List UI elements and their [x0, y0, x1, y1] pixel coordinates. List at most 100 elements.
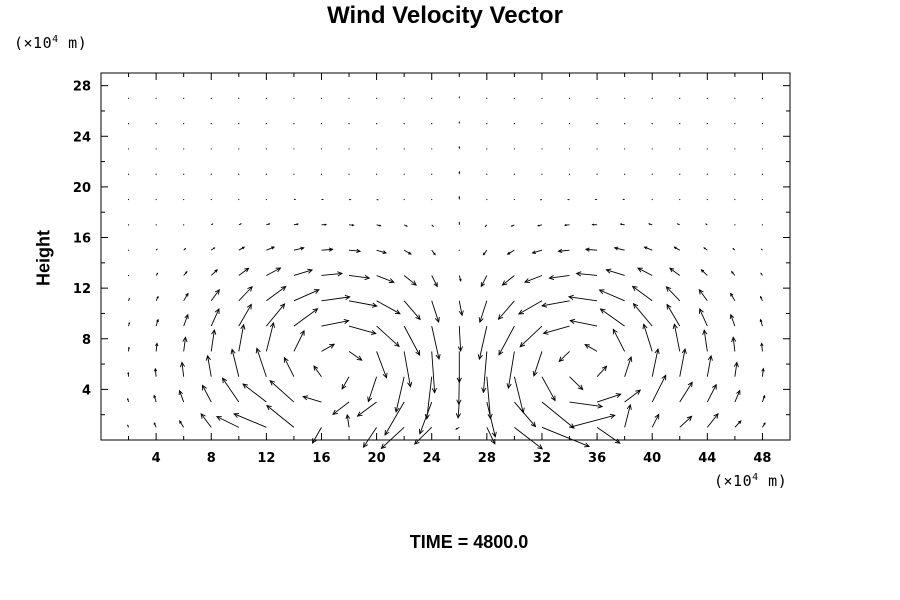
wind-vector: [569, 413, 616, 428]
wind-vector: [431, 326, 441, 361]
wind-vector: [458, 300, 464, 317]
wind-vector: [457, 326, 463, 353]
wind-vector: [484, 224, 488, 228]
vector-point: [679, 173, 681, 175]
vector-point: [651, 173, 653, 175]
wind-vector: [632, 302, 653, 327]
vector-point: [155, 198, 157, 201]
wind-vector: [293, 223, 299, 226]
wind-vector: [699, 307, 708, 327]
wind-vector: [321, 223, 328, 226]
x-tick-label: 48: [753, 451, 771, 466]
wind-vector: [178, 389, 185, 403]
vector-point: [761, 224, 764, 226]
vector-point: [376, 123, 378, 125]
vector-point: [651, 97, 653, 99]
wind-vector: [665, 286, 681, 302]
vector-point: [210, 97, 212, 99]
wind-vector: [731, 270, 736, 276]
wind-vector: [760, 248, 763, 251]
vector-point: [320, 173, 323, 175]
y-tick-label: 20: [73, 181, 91, 196]
wind-vector: [182, 336, 188, 352]
wind-vector: [341, 376, 350, 390]
wind-vector: [760, 295, 763, 301]
vector-point: [486, 148, 488, 150]
wind-vector: [598, 289, 625, 302]
vector-point: [513, 198, 516, 201]
vector-point: [596, 148, 598, 150]
vector-point: [265, 123, 267, 125]
wind-vector: [348, 248, 362, 253]
wind-vector: [183, 313, 189, 327]
wind-vector: [514, 426, 544, 450]
wind-vector: [332, 401, 350, 415]
wind-vector: [266, 267, 282, 276]
wind-vector: [362, 427, 377, 449]
wind-vector: [127, 371, 130, 377]
wind-vector: [403, 300, 421, 321]
y-tick-label: 16: [73, 232, 91, 247]
vector-point: [320, 97, 323, 99]
vector-point: [706, 198, 708, 201]
wind-vector: [672, 323, 681, 352]
vector-point: [734, 198, 736, 201]
vector-point: [486, 97, 488, 99]
wind-vector: [215, 416, 239, 428]
wind-vector: [356, 401, 377, 417]
wind-vector: [293, 268, 314, 276]
wind-vector: [345, 413, 351, 428]
wind-vector: [431, 300, 440, 324]
wind-vector: [569, 401, 604, 409]
wind-vector: [321, 271, 344, 277]
vector-point: [541, 123, 543, 125]
vector-point: [183, 224, 185, 226]
vector-point: [679, 148, 681, 150]
wind-vector: [183, 270, 188, 276]
vector-point: [183, 148, 185, 150]
x-axis-unit: (×104 m): [714, 472, 788, 490]
wind-vector: [456, 351, 462, 384]
vector-point: [568, 97, 571, 99]
vector-point: [761, 123, 764, 125]
wind-vector: [669, 267, 681, 276]
wind-vector: [760, 272, 763, 276]
vector-point: [238, 123, 240, 125]
vector-point: [624, 97, 626, 99]
wind-vector: [517, 300, 543, 315]
wind-vector: [482, 249, 488, 256]
vector-point: [348, 148, 350, 150]
vector-point: [486, 198, 488, 201]
wind-vector: [128, 297, 130, 301]
wind-vector: [153, 394, 157, 403]
wind-vector: [643, 246, 653, 251]
wind-vector: [762, 394, 766, 403]
vector-point: [376, 148, 378, 150]
vector-point: [238, 198, 240, 201]
vector-point: [403, 123, 405, 125]
wind-vector: [238, 246, 246, 251]
vector-point: [761, 148, 764, 150]
vector-point: [624, 148, 626, 150]
wind-vector: [321, 343, 336, 352]
vector-point: [458, 249, 460, 251]
wind-vector: [211, 223, 214, 226]
wind-vector: [541, 300, 570, 308]
wind-vector: [612, 328, 626, 352]
wind-vector: [531, 249, 543, 254]
vector-point: [265, 173, 267, 175]
wind-vector: [321, 318, 350, 327]
wind-vector: [403, 351, 413, 388]
wind-vector: [705, 223, 708, 226]
wind-vector: [519, 325, 543, 348]
wind-vector: [486, 427, 496, 445]
wind-vector: [233, 413, 267, 428]
wind-vector: [380, 427, 405, 450]
wind-vector: [155, 342, 159, 352]
wind-vector: [431, 351, 437, 394]
x-tick-label: 12: [257, 451, 275, 466]
x-tick-label: 40: [643, 451, 661, 466]
vector-point: [431, 198, 433, 201]
vector-point: [403, 173, 405, 175]
